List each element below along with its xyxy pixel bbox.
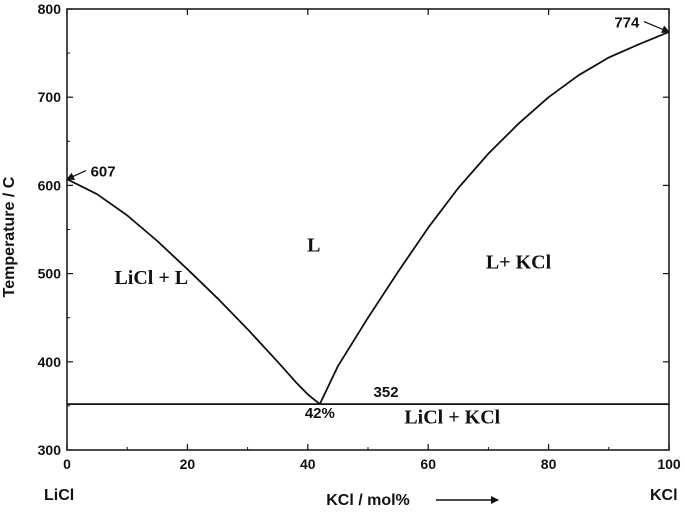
x-tick-label: 20: [180, 456, 196, 472]
x-end-label-right: KCl: [650, 487, 678, 504]
liquidus-licl-curve: [66, 178, 321, 405]
liquidus-kcl-curve: [318, 31, 670, 405]
y-tick-label: 800: [38, 1, 62, 17]
y-tick-label: 300: [38, 442, 62, 458]
y-tick-label: 400: [38, 354, 62, 370]
y-tick-label: 500: [38, 266, 62, 282]
region-label: L: [307, 235, 320, 257]
annotation-label: 607: [91, 164, 116, 181]
annotation-arrow: [66, 170, 87, 180]
x-tick-label: 80: [541, 456, 557, 472]
x-tick-label: 0: [63, 456, 71, 472]
region-label: L+ KCl: [486, 251, 552, 273]
y-axis-title: Temperature / C: [1, 176, 18, 297]
x-end-label-left: LiCl: [44, 487, 74, 504]
annotation-label: 42%: [305, 405, 335, 422]
x-tick-label: 100: [657, 456, 681, 472]
x-tick-label: 40: [300, 456, 316, 472]
x-tick-label: 60: [420, 456, 436, 472]
x-axis-title: KCl / mol%: [326, 492, 410, 509]
annotation-label: 352: [374, 384, 399, 401]
annotation-arrow: [643, 20, 670, 33]
annotation-label: 774: [614, 15, 640, 32]
y-tick-label: 700: [38, 89, 62, 105]
region-label: LiCl + KCl: [404, 407, 500, 429]
y-tick-label: 600: [38, 177, 62, 193]
region-label: LiCl + L: [114, 267, 188, 289]
